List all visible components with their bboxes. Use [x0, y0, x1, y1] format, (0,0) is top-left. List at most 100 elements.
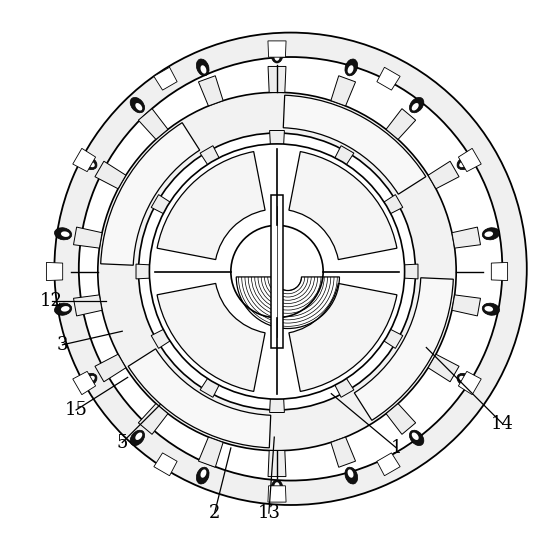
Polygon shape: [386, 264, 418, 279]
Wedge shape: [101, 123, 199, 265]
Ellipse shape: [196, 467, 209, 484]
Ellipse shape: [457, 374, 473, 387]
Polygon shape: [491, 262, 507, 281]
Text: 1: 1: [391, 439, 402, 457]
Polygon shape: [73, 148, 96, 172]
Ellipse shape: [87, 376, 95, 382]
Wedge shape: [157, 151, 265, 260]
Polygon shape: [198, 437, 223, 468]
Ellipse shape: [412, 432, 419, 440]
Polygon shape: [386, 109, 416, 140]
Text: 2: 2: [209, 504, 220, 522]
Polygon shape: [270, 130, 284, 163]
Polygon shape: [154, 453, 177, 476]
Polygon shape: [428, 354, 459, 382]
Ellipse shape: [409, 97, 424, 113]
Ellipse shape: [459, 161, 467, 167]
Ellipse shape: [135, 103, 142, 111]
Ellipse shape: [457, 156, 473, 169]
Wedge shape: [289, 283, 397, 392]
Ellipse shape: [409, 430, 424, 446]
Polygon shape: [198, 75, 223, 106]
Polygon shape: [271, 195, 283, 348]
Polygon shape: [268, 486, 286, 502]
Ellipse shape: [201, 65, 207, 74]
Polygon shape: [268, 66, 286, 92]
Ellipse shape: [130, 430, 145, 446]
Text: 15: 15: [65, 401, 88, 419]
Polygon shape: [74, 227, 102, 248]
Ellipse shape: [347, 469, 353, 478]
Polygon shape: [200, 363, 228, 397]
Polygon shape: [268, 41, 286, 57]
Wedge shape: [355, 278, 453, 420]
Ellipse shape: [355, 315, 370, 327]
Ellipse shape: [412, 103, 419, 111]
Polygon shape: [154, 67, 177, 90]
Ellipse shape: [170, 267, 186, 276]
Polygon shape: [428, 161, 459, 189]
Ellipse shape: [61, 231, 70, 237]
Ellipse shape: [130, 97, 145, 113]
Ellipse shape: [222, 350, 233, 364]
Polygon shape: [200, 146, 228, 180]
Ellipse shape: [54, 228, 71, 240]
Wedge shape: [289, 151, 397, 260]
Polygon shape: [326, 363, 354, 397]
Wedge shape: [157, 283, 265, 392]
Polygon shape: [136, 264, 168, 279]
Ellipse shape: [321, 179, 332, 193]
Ellipse shape: [87, 161, 95, 167]
Ellipse shape: [321, 350, 332, 364]
Ellipse shape: [201, 469, 207, 478]
Ellipse shape: [81, 156, 97, 169]
Ellipse shape: [345, 59, 358, 76]
Polygon shape: [95, 161, 126, 189]
Ellipse shape: [54, 303, 71, 315]
Ellipse shape: [271, 46, 283, 63]
Polygon shape: [331, 437, 356, 468]
Polygon shape: [73, 371, 96, 395]
Polygon shape: [270, 380, 284, 413]
Text: 12: 12: [40, 292, 63, 311]
Polygon shape: [377, 453, 400, 476]
Polygon shape: [452, 295, 480, 316]
Ellipse shape: [355, 216, 370, 228]
Wedge shape: [128, 349, 271, 448]
Ellipse shape: [222, 179, 233, 193]
Ellipse shape: [274, 482, 280, 491]
Polygon shape: [151, 194, 186, 222]
Polygon shape: [95, 354, 126, 382]
Polygon shape: [386, 403, 416, 434]
Polygon shape: [151, 321, 186, 349]
Ellipse shape: [347, 65, 353, 74]
Polygon shape: [452, 227, 480, 248]
Ellipse shape: [61, 306, 70, 312]
Wedge shape: [98, 92, 456, 451]
Ellipse shape: [483, 303, 500, 315]
Ellipse shape: [272, 362, 282, 378]
Ellipse shape: [483, 228, 500, 240]
Ellipse shape: [271, 480, 283, 497]
Ellipse shape: [196, 59, 209, 76]
Ellipse shape: [184, 315, 199, 327]
Polygon shape: [331, 75, 356, 106]
Wedge shape: [54, 33, 527, 505]
Ellipse shape: [484, 306, 493, 312]
Polygon shape: [326, 146, 354, 180]
Ellipse shape: [135, 432, 142, 440]
Ellipse shape: [272, 165, 282, 181]
Polygon shape: [458, 148, 481, 172]
Ellipse shape: [484, 231, 493, 237]
Text: 3: 3: [57, 336, 68, 354]
Ellipse shape: [184, 216, 199, 228]
Polygon shape: [268, 451, 286, 477]
Text: 5: 5: [116, 433, 128, 452]
Polygon shape: [458, 371, 481, 395]
Polygon shape: [368, 194, 403, 222]
Polygon shape: [47, 262, 63, 281]
Wedge shape: [283, 95, 426, 194]
Ellipse shape: [81, 374, 97, 387]
Polygon shape: [377, 67, 400, 90]
Ellipse shape: [274, 52, 280, 61]
